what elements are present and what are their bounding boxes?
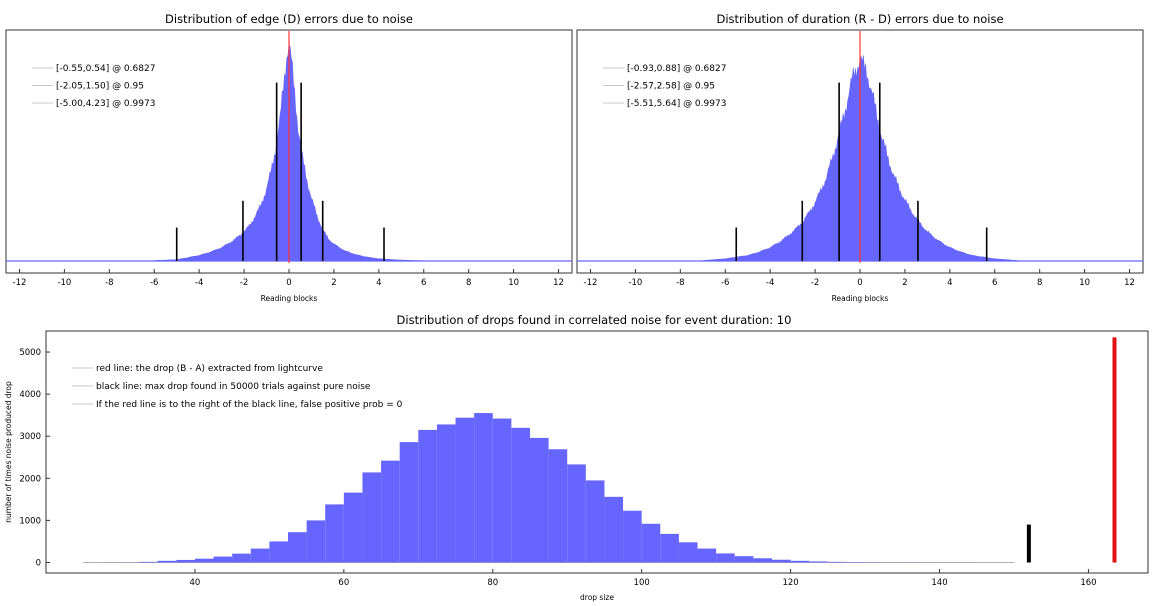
drops-histogram-bar xyxy=(455,417,475,563)
drops-histogram-bar xyxy=(306,520,326,563)
drops-histogram-bar xyxy=(604,496,624,563)
duration-x-tick-label: 8 xyxy=(1037,278,1042,288)
drops-histogram-bar xyxy=(381,460,400,563)
duration-x-tick-label: 0 xyxy=(857,278,862,288)
duration-x-tick-label: -12 xyxy=(584,278,598,288)
edge-x-tick-label: 8 xyxy=(466,278,471,288)
drops-histogram-bar xyxy=(418,429,437,563)
drops-y-tick-label: 0 xyxy=(36,558,41,568)
drops-y-tick-label: 4000 xyxy=(19,390,41,400)
drops-histogram-bar xyxy=(529,437,549,563)
duration-x-tick-label: 4 xyxy=(947,278,952,288)
drops-histogram-bar xyxy=(697,548,717,563)
drops-histogram-bar xyxy=(641,523,661,563)
drops-histogram-bar xyxy=(287,532,307,563)
drops-histogram-bar xyxy=(232,553,251,563)
drops-histogram-bar xyxy=(809,561,828,563)
edge-x-tick-label: 2 xyxy=(331,278,336,288)
drops-x-tick-label: 140 xyxy=(931,578,947,588)
drops-histogram-bar xyxy=(623,510,642,563)
edge-x-tick-label: 10 xyxy=(508,278,519,288)
duration-error-chart-title: Distribution of duration (R - D) errors … xyxy=(716,12,1004,26)
edge-x-axis-label: Reading blocks xyxy=(261,294,318,303)
drops-histogram-bar xyxy=(399,442,419,563)
drops-y-tick-label: 3000 xyxy=(19,432,41,442)
drops-histogram-bar xyxy=(139,561,158,563)
drops-histogram-bar xyxy=(511,427,530,563)
drops-histogram-bar xyxy=(176,559,195,563)
edge-x-tick-label: 6 xyxy=(421,278,426,288)
edge-x-tick-label: -2 xyxy=(240,278,248,288)
duration-x-tick-label: -2 xyxy=(811,278,819,288)
drops-y-tick-label: 5000 xyxy=(19,348,41,358)
drops-histogram-bar xyxy=(325,504,344,563)
duration-x-tick-label: 12 xyxy=(1124,278,1135,288)
edge-x-tick-label: -6 xyxy=(150,278,158,288)
drops-x-tick-label: 80 xyxy=(487,578,498,588)
edge-legend-label: [-2.05,1.50] @ 0.95 xyxy=(56,82,144,92)
drops-histogram-bar xyxy=(157,560,177,563)
duration-legend-label: [-2.57,2.58] @ 0.95 xyxy=(627,82,715,92)
edge-error-chart-title: Distribution of edge (D) errors due to n… xyxy=(165,12,413,26)
drops-histogram-bar xyxy=(585,480,605,563)
drops-legend-label: black line: max drop found in 50000 tria… xyxy=(96,382,371,392)
drops-histogram-bar xyxy=(753,558,772,563)
edge-x-tick-label: -10 xyxy=(57,278,71,288)
drops-x-tick-label: 40 xyxy=(190,578,201,588)
drops-legend-label: red line: the drop (B - A) extracted fro… xyxy=(96,364,323,374)
drops-x-tick-label: 120 xyxy=(782,578,798,588)
drops-histogram-bar xyxy=(474,413,493,563)
drops-histogram-bar xyxy=(548,449,568,563)
drops-histogram-bar xyxy=(790,560,810,563)
duration-legend-label: [-5.51,5.64] @ 0.9973 xyxy=(627,99,726,109)
duration-x-tick-label: -10 xyxy=(628,278,642,288)
edge-x-tick-label: -4 xyxy=(195,278,203,288)
edge-x-tick-label: -8 xyxy=(105,278,113,288)
edge-x-tick-label: 12 xyxy=(553,278,564,288)
drops-plot-frame xyxy=(45,330,1149,574)
drops-histogram-bar xyxy=(716,553,735,563)
edge-x-tick-label: 4 xyxy=(376,278,381,288)
duration-legend-label: [-0.93,0.88] @ 0.6827 xyxy=(627,64,726,74)
edge-x-tick-label: -12 xyxy=(13,278,27,288)
drops-histogram-bar xyxy=(436,424,456,563)
drops-histogram-bar xyxy=(362,472,382,563)
drops-x-tick-label: 100 xyxy=(634,578,650,588)
drops-chart-title: Distribution of drops found in correlate… xyxy=(396,313,792,327)
drops-histogram-bar xyxy=(269,541,288,563)
drops-y-axis-label: number of times noise produced drop xyxy=(4,381,13,523)
drops-x-tick-label: 60 xyxy=(338,578,349,588)
duration-x-axis-label: Reading blocks xyxy=(832,294,889,303)
drops-y-tick-label: 1000 xyxy=(19,516,41,526)
edge-x-tick-label: 0 xyxy=(286,278,291,288)
duration-x-tick-label: 6 xyxy=(992,278,997,288)
duration-x-tick-label: 10 xyxy=(1079,278,1090,288)
drops-histogram-bar xyxy=(492,418,512,563)
drops-histogram-bar xyxy=(771,559,791,563)
drops-histogram-bar xyxy=(194,558,214,563)
duration-x-tick-label: -6 xyxy=(721,278,729,288)
drops-histogram-bar xyxy=(567,464,586,563)
drops-histogram-bar xyxy=(660,533,679,563)
edge-legend-label: [-0.55,0.54] @ 0.6827 xyxy=(56,64,155,74)
drops-histogram-bar xyxy=(343,492,363,563)
duration-x-tick-label: 2 xyxy=(902,278,907,288)
drops-histogram-bar xyxy=(678,542,698,563)
drops-histogram-bar xyxy=(827,561,847,563)
drops-legend-label: If the red line is to the right of the b… xyxy=(96,400,403,410)
duration-x-tick-label: -8 xyxy=(676,278,684,288)
drops-histogram-bar xyxy=(250,548,270,563)
drops-x-tick-label: 160 xyxy=(1080,578,1096,588)
drops-y-tick-label: 2000 xyxy=(19,474,41,484)
drops-histogram-bar xyxy=(213,556,233,563)
edge-legend-label: [-5.00,4.23] @ 0.9973 xyxy=(56,99,155,109)
drops-histogram-bar xyxy=(734,556,754,563)
drops-x-axis-label: drop size xyxy=(580,593,614,602)
duration-x-tick-label: -4 xyxy=(766,278,774,288)
